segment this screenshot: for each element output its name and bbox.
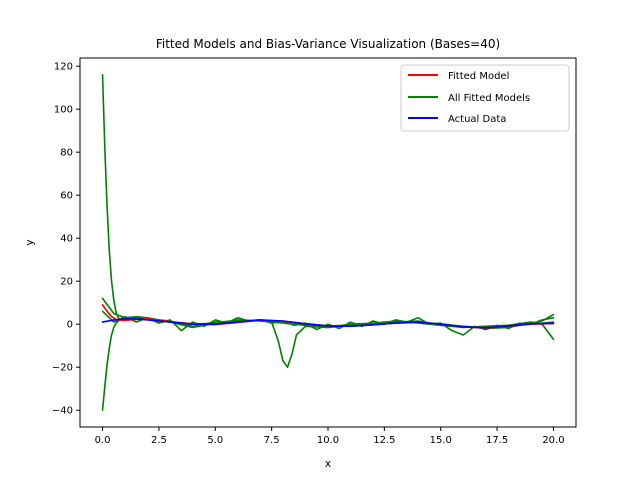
y-axis: −40 −20 0 20 40 60 80 100 120 (52, 62, 80, 417)
x-tick-label: 7.5 (264, 435, 280, 446)
lines-layer (101, 73, 555, 412)
x-tick-label: 10.0 (317, 435, 339, 446)
legend-box (400, 64, 570, 132)
legend-label-fitted: Fitted Model (448, 71, 509, 82)
x-tick-label: 12.5 (373, 435, 395, 446)
x-tick-label: 15.0 (430, 435, 452, 446)
chart-title: Fitted Models and Bias-Variance Visualiz… (156, 37, 500, 51)
x-axis: 0.0 2.5 5.0 7.5 10.0 12.5 15.0 17.5 20.0 (95, 427, 565, 446)
x-tick-label: 5.0 (207, 435, 223, 446)
y-tick-label: 20 (60, 277, 73, 288)
series-line-actual (101, 318, 555, 329)
x-tick-label: 0.0 (95, 435, 111, 446)
y-tick-label: 0 (67, 320, 73, 331)
y-tick-label: 60 (60, 191, 73, 202)
x-axis-label: x (325, 458, 331, 470)
y-tick-label: −20 (52, 363, 73, 374)
y-tick-label: 80 (60, 148, 73, 159)
legend-label-actual: Actual Data (448, 114, 506, 125)
x-tick-label: 2.5 (151, 435, 167, 446)
x-tick-label: 20.0 (542, 435, 564, 446)
y-tick-label: −40 (52, 406, 73, 417)
y-tick-label: 120 (54, 62, 73, 73)
legend: Fitted Model All Fitted Models Actual Da… (400, 64, 570, 132)
x-tick-label: 17.5 (486, 435, 508, 446)
legend-label-all-fitted: All Fitted Models (448, 93, 530, 104)
y-axis-label: y (24, 239, 36, 245)
y-tick-label: 40 (60, 234, 73, 245)
y-tick-label: 100 (54, 105, 73, 116)
